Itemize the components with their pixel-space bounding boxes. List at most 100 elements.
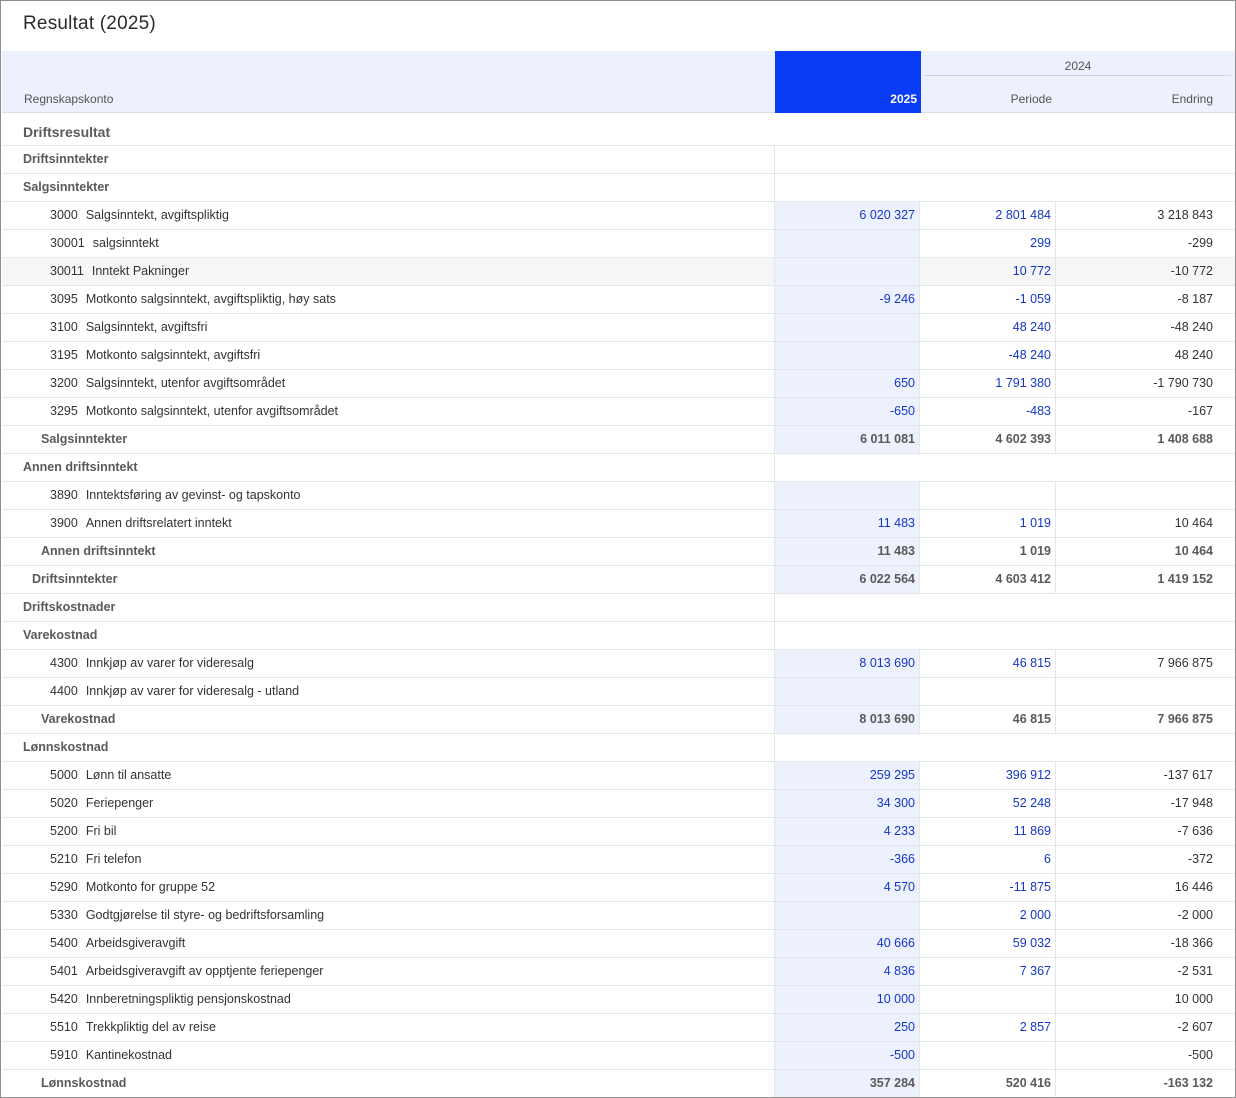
account-row[interactable]: 5910 Kantinekostnad -500 -500 bbox=[2, 1042, 1235, 1070]
value-2025[interactable]: -9 246 bbox=[774, 286, 920, 313]
value-2025[interactable]: 11 483 bbox=[774, 510, 920, 537]
value-periode: 1 019 bbox=[920, 538, 1056, 565]
value-2025[interactable]: 259 295 bbox=[774, 762, 920, 789]
value-2025[interactable] bbox=[774, 258, 920, 285]
value-endring bbox=[1056, 622, 1213, 649]
account-row[interactable]: 30011 Inntekt Pakninger 10 772 -10 772 bbox=[2, 258, 1235, 286]
value-2025[interactable] bbox=[774, 230, 920, 257]
value-2025[interactable]: 40 666 bbox=[774, 930, 920, 957]
value-2025[interactable]: -500 bbox=[774, 1042, 920, 1069]
account-name: Salgsinntekt, avgiftspliktig bbox=[85, 208, 229, 222]
value-periode[interactable]: 59 032 bbox=[920, 930, 1056, 957]
account-name: Arbeidsgiveravgift av opptjente feriepen… bbox=[85, 964, 324, 978]
account-row[interactable]: 5200 Fri bil 4 233 11 869 -7 636 bbox=[2, 818, 1235, 846]
value-2025[interactable] bbox=[774, 342, 920, 369]
value-2025[interactable] bbox=[774, 314, 920, 341]
account-name: Trekkpliktig del av reise bbox=[85, 1020, 216, 1034]
account-row[interactable]: 5420 Innberetningspliktig pensjonskostnad… bbox=[2, 986, 1235, 1014]
account-label: 3095 Motkonto salgsinntekt, avgiftsplikti… bbox=[2, 286, 336, 313]
value-2025[interactable]: -650 bbox=[774, 398, 920, 425]
value-2025[interactable]: 4 570 bbox=[774, 874, 920, 901]
value-2025[interactable]: 4 836 bbox=[774, 958, 920, 985]
value-periode[interactable]: 52 248 bbox=[920, 790, 1056, 817]
account-name: Innkjøp av varer for videresalg - utland bbox=[85, 684, 300, 698]
value-2025[interactable] bbox=[774, 678, 920, 705]
value-2025[interactable]: 4 233 bbox=[774, 818, 920, 845]
account-row[interactable]: 3100 Salgsinntekt, avgiftsfri 48 240 -48 24… bbox=[2, 314, 1235, 342]
account-row[interactable]: 5020 Feriepenger 34 300 52 248 -17 948 bbox=[2, 790, 1235, 818]
subtotal-label: Driftsinntekter bbox=[32, 572, 118, 586]
value-periode[interactable]: 7 367 bbox=[920, 958, 1056, 985]
column-header-periode[interactable]: Periode bbox=[1010, 92, 1052, 106]
account-label: 30001 salgsinntekt bbox=[2, 230, 159, 257]
value-periode[interactable]: 2 000 bbox=[920, 902, 1056, 929]
value-periode[interactable] bbox=[920, 1042, 1056, 1069]
account-row[interactable]: 5330 Godtgjørelse til styre- og bedriftsf… bbox=[2, 902, 1235, 930]
value-periode[interactable]: 396 912 bbox=[920, 762, 1056, 789]
value-periode[interactable]: 299 bbox=[920, 230, 1056, 257]
account-label: 4300 Innkjøp av varer for videresalg bbox=[2, 650, 254, 677]
account-name: Arbeidsgiveravgift bbox=[85, 936, 186, 950]
value-periode[interactable]: 1 019 bbox=[920, 510, 1056, 537]
value-periode[interactable] bbox=[920, 678, 1056, 705]
value-2025[interactable]: -366 bbox=[774, 846, 920, 873]
value-periode[interactable]: -483 bbox=[920, 398, 1056, 425]
account-row[interactable]: 3095 Motkonto salgsinntekt, avgiftsplikti… bbox=[2, 286, 1235, 314]
value-periode[interactable]: 11 869 bbox=[920, 818, 1056, 845]
value-endring: 10 464 bbox=[1174, 544, 1213, 558]
value-periode[interactable]: 46 815 bbox=[920, 650, 1056, 677]
value-2025[interactable] bbox=[774, 482, 920, 509]
value-periode[interactable]: -48 240 bbox=[920, 342, 1056, 369]
account-row[interactable]: 5000 Lønn til ansatte 259 295 396 912 -137 6… bbox=[2, 762, 1235, 790]
account-row[interactable]: 4300 Innkjøp av varer for videresalg 8 013… bbox=[2, 650, 1235, 678]
subtotal-label: Varekostnad bbox=[41, 712, 116, 726]
account-label: 5000 Lønn til ansatte bbox=[2, 762, 171, 789]
account-row[interactable]: 30001 salgsinntekt 299 -299 bbox=[2, 230, 1235, 258]
value-periode[interactable]: 10 772 bbox=[920, 258, 1056, 285]
account-name: Motkonto for gruppe 52 bbox=[85, 880, 216, 894]
value-periode[interactable]: -11 875 bbox=[920, 874, 1056, 901]
account-row[interactable]: 3200 Salgsinntekt, utenfor avgiftsområdet… bbox=[2, 370, 1235, 398]
value-2025[interactable]: 10 000 bbox=[774, 986, 920, 1013]
group-header-row: Lønnskostnad bbox=[2, 734, 1235, 762]
account-row[interactable]: 3890 Inntektsføring av gevinst- og tapsko… bbox=[2, 482, 1235, 510]
value-periode[interactable]: 1 791 380 bbox=[920, 370, 1056, 397]
account-row[interactable]: 3195 Motkonto salgsinntekt, avgiftsfri -48… bbox=[2, 342, 1235, 370]
account-code: 5910 bbox=[50, 1048, 78, 1062]
value-periode[interactable] bbox=[920, 482, 1056, 509]
value-periode[interactable]: 48 240 bbox=[920, 314, 1056, 341]
value-2025[interactable]: 650 bbox=[774, 370, 920, 397]
account-row[interactable]: 5400 Arbeidsgiveravgift 40 666 59 032 -18 36… bbox=[2, 930, 1235, 958]
value-2025[interactable]: 250 bbox=[774, 1014, 920, 1041]
column-header-endring[interactable]: Endring bbox=[1171, 92, 1213, 106]
account-name: Fri bil bbox=[85, 824, 117, 838]
value-endring: -1 790 730 bbox=[1153, 376, 1213, 390]
account-row[interactable]: 5210 Fri telefon -366 6 -372 bbox=[2, 846, 1235, 874]
value-2025[interactable]: 8 013 690 bbox=[774, 650, 920, 677]
value-periode[interactable]: 2 857 bbox=[920, 1014, 1056, 1041]
account-row[interactable]: 4400 Innkjøp av varer for videresalg - ut… bbox=[2, 678, 1235, 706]
account-row[interactable]: 3295 Motkonto salgsinntekt, utenfor avgif… bbox=[2, 398, 1235, 426]
account-code: 3295 bbox=[50, 404, 78, 418]
account-row[interactable]: 3000 Salgsinntekt, avgiftspliktig 6 020 32… bbox=[2, 202, 1235, 230]
account-row[interactable]: 5401 Arbeidsgiveravgift av opptjente feri… bbox=[2, 958, 1235, 986]
account-row[interactable]: 3900 Annen driftsrelatert inntekt 11 483 1 … bbox=[2, 510, 1235, 538]
value-2025[interactable]: 6 020 327 bbox=[774, 202, 920, 229]
page-title: Resultat (2025) bbox=[23, 13, 156, 34]
account-code: 5000 bbox=[50, 768, 78, 782]
value-endring: -2 000 bbox=[1177, 908, 1213, 922]
value-periode[interactable]: 6 bbox=[920, 846, 1056, 873]
account-label: 3900 Annen driftsrelatert inntekt bbox=[2, 510, 232, 537]
column-header-2025[interactable]: 2025 bbox=[775, 51, 921, 113]
account-code: 5400 bbox=[50, 936, 78, 950]
account-code: 3890 bbox=[50, 488, 78, 502]
value-2025[interactable]: 34 300 bbox=[774, 790, 920, 817]
account-row[interactable]: 5290 Motkonto for gruppe 52 4 570 -11 875 16… bbox=[2, 874, 1235, 902]
subtotal-row: Annen driftsinntekt 11 483 1 019 10 464 bbox=[2, 538, 1235, 566]
value-periode[interactable] bbox=[920, 986, 1056, 1013]
account-row[interactable]: 5510 Trekkpliktig del av reise 250 2 857 -2 … bbox=[2, 1014, 1235, 1042]
value-periode[interactable]: 2 801 484 bbox=[920, 202, 1056, 229]
value-periode[interactable]: -1 059 bbox=[920, 286, 1056, 313]
column-header-account[interactable]: Regnskapskonto bbox=[24, 92, 114, 106]
value-2025[interactable] bbox=[774, 902, 920, 929]
